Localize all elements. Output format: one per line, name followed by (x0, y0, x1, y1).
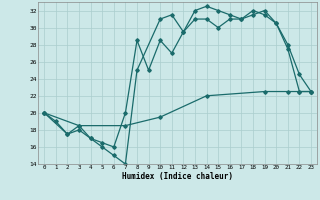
X-axis label: Humidex (Indice chaleur): Humidex (Indice chaleur) (122, 172, 233, 181)
